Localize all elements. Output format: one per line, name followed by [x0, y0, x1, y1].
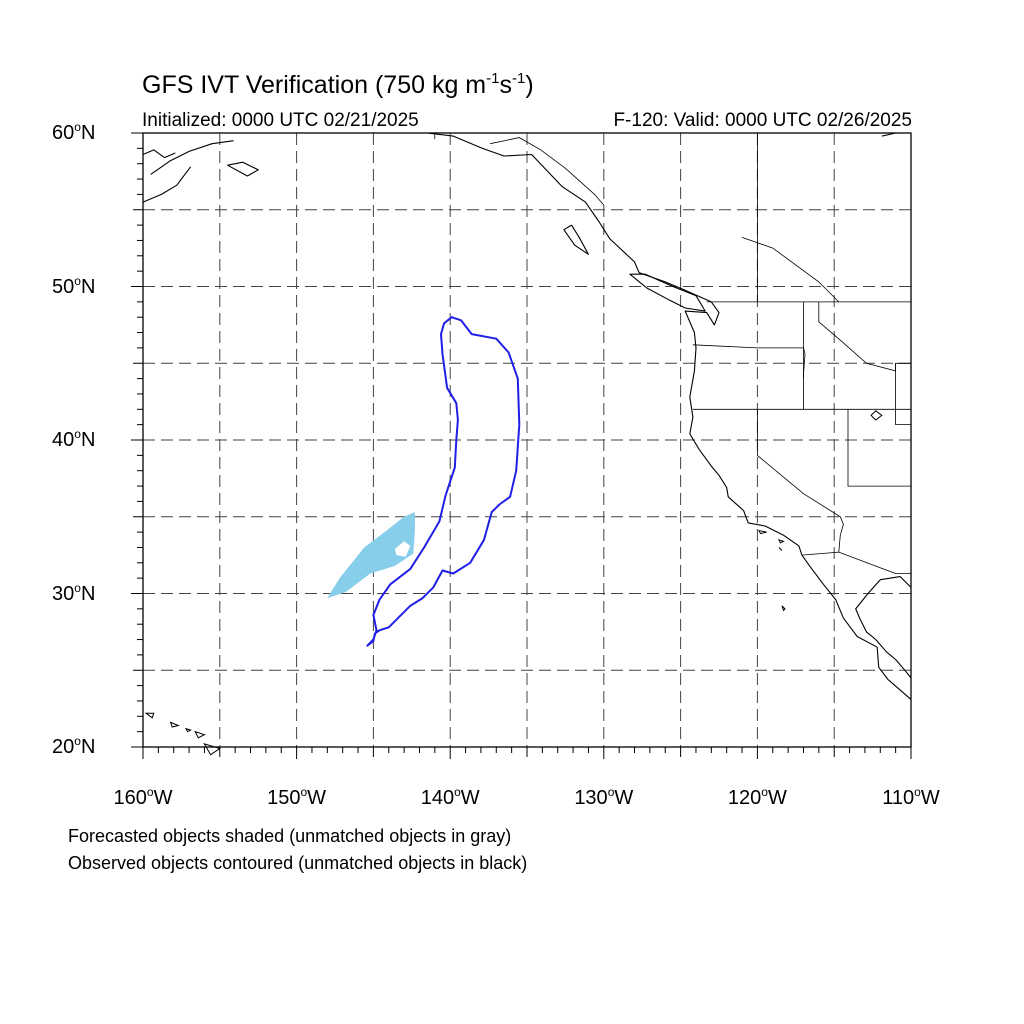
lat-label: 30oN — [52, 580, 96, 605]
island-outline — [185, 727, 192, 733]
boundary-line — [692, 344, 806, 410]
lat-label: 50oN — [52, 273, 96, 298]
coastline — [563, 224, 589, 255]
boundary-line — [757, 409, 844, 553]
forecast-objects — [327, 512, 415, 599]
coastlines — [142, 132, 912, 756]
boundary-line — [818, 301, 911, 372]
island-outline — [144, 712, 155, 719]
coastline — [227, 161, 259, 177]
observed-objects — [366, 316, 521, 647]
island-outline — [778, 547, 783, 551]
lat-label: 20oN — [52, 734, 96, 758]
boundary-line — [847, 409, 911, 487]
boundary-line — [490, 137, 605, 206]
boundary-line — [741, 237, 840, 303]
island-outline — [777, 538, 785, 544]
valid-time-label: F-120: Valid: 0000 UTC 02/26/2025 — [613, 110, 912, 131]
lon-label: 120oW — [727, 785, 787, 809]
map-title: GFS IVT Verification (750 kg m-1s-1) — [142, 70, 534, 99]
island-outline — [203, 743, 221, 756]
coastline — [150, 140, 234, 175]
coastline — [629, 273, 706, 312]
axis-ticks — [131, 132, 912, 759]
lat-label: 40oN — [52, 427, 96, 451]
initialized-time-label: Initialized: 0000 UTC 02/21/2025 — [142, 110, 419, 131]
observed-legend-note: Observed objects contoured (unmatched ob… — [68, 853, 528, 873]
island-outline — [757, 529, 767, 535]
lon-label: 140oW — [420, 785, 480, 809]
island-outline — [194, 730, 206, 739]
forecast-legend-note: Forecasted objects shaded (unmatched obj… — [68, 826, 512, 846]
island-outline — [169, 721, 180, 728]
island-outline — [781, 605, 786, 612]
coastline — [427, 132, 912, 700]
map-frame — [142, 132, 912, 748]
coastline — [142, 149, 176, 159]
coastline — [855, 576, 912, 679]
graticule — [143, 133, 911, 747]
lat-label: 60oN — [52, 120, 96, 144]
political-borders — [434, 133, 911, 574]
boundary-line — [801, 551, 911, 574]
lon-label: 150oW — [267, 785, 327, 809]
lon-label: 110oW — [882, 785, 940, 809]
observed-object-contour — [366, 316, 521, 647]
lon-label: 130oW — [574, 785, 634, 809]
coastline — [142, 166, 192, 203]
forecast-object-shaded — [327, 512, 415, 599]
boundary-line — [895, 363, 911, 426]
lon-label: 160oW — [113, 785, 173, 809]
island-outline — [870, 410, 883, 421]
